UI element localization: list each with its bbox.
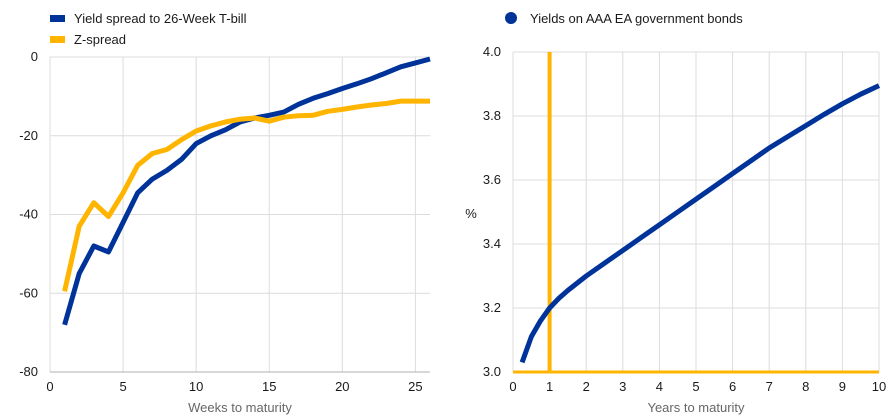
y-axis-title: % (465, 206, 477, 221)
legend-label: Z-spread (74, 32, 126, 47)
x-tick-label: 6 (729, 379, 736, 394)
legend-label: Yield spread to 26-Week T-bill (74, 11, 247, 26)
y-tick-label: 3.4 (483, 236, 501, 251)
y-tick-label: 3.2 (483, 300, 501, 315)
x-tick-label: 7 (766, 379, 773, 394)
x-tick-label: 0 (509, 379, 516, 394)
x-tick-label: 15 (262, 379, 276, 394)
right-chart: 0 1 2 3 4 5 6 7 8 9 10 3.0 3.2 3.4 3.6 3.8 4.0 Years to m… (465, 11, 886, 415)
legend-marker (505, 12, 517, 24)
x-tick-label: 3 (619, 379, 626, 394)
y-tick-label: 3.6 (483, 172, 501, 187)
y-tick-label: 0 (31, 49, 38, 64)
x-tick-label: 10 (872, 379, 886, 394)
x-tick-label: 2 (583, 379, 590, 394)
x-tick-label: 10 (189, 379, 203, 394)
x-axis-title: Years to maturity (647, 400, 745, 415)
left-chart: 0 5 10 15 20 25 0 -20 -40 -60 -80 Weeks to maturity… (19, 11, 431, 415)
series-line-0 (62, 56, 431, 326)
x-axis-title: Weeks to maturity (188, 400, 292, 415)
y-tick-label: -60 (19, 285, 38, 300)
x-tick-label: 25 (408, 379, 422, 394)
series-line-0 (519, 83, 881, 364)
y-tick-label: 4.0 (483, 44, 501, 59)
x-tick-label: 9 (839, 379, 846, 394)
legend-swatch (50, 36, 65, 43)
x-tick-label: 1 (546, 379, 553, 394)
legend-label: Yields on AAA EA government bonds (530, 11, 743, 26)
y-tick-label: -80 (19, 364, 38, 379)
y-tick-label: 3.8 (483, 108, 501, 123)
x-tick-label: 4 (656, 379, 663, 394)
y-tick-label: 3.0 (483, 364, 501, 379)
x-tick-label: 5 (119, 379, 126, 394)
y-tick-label: -20 (19, 128, 38, 143)
x-tick-label: 5 (692, 379, 699, 394)
x-tick-label: 8 (802, 379, 809, 394)
legend-swatch (50, 15, 65, 22)
x-tick-label: 20 (335, 379, 349, 394)
x-tick-label: 0 (46, 379, 53, 394)
y-tick-label: -40 (19, 207, 38, 222)
series-line-1 (62, 98, 430, 292)
